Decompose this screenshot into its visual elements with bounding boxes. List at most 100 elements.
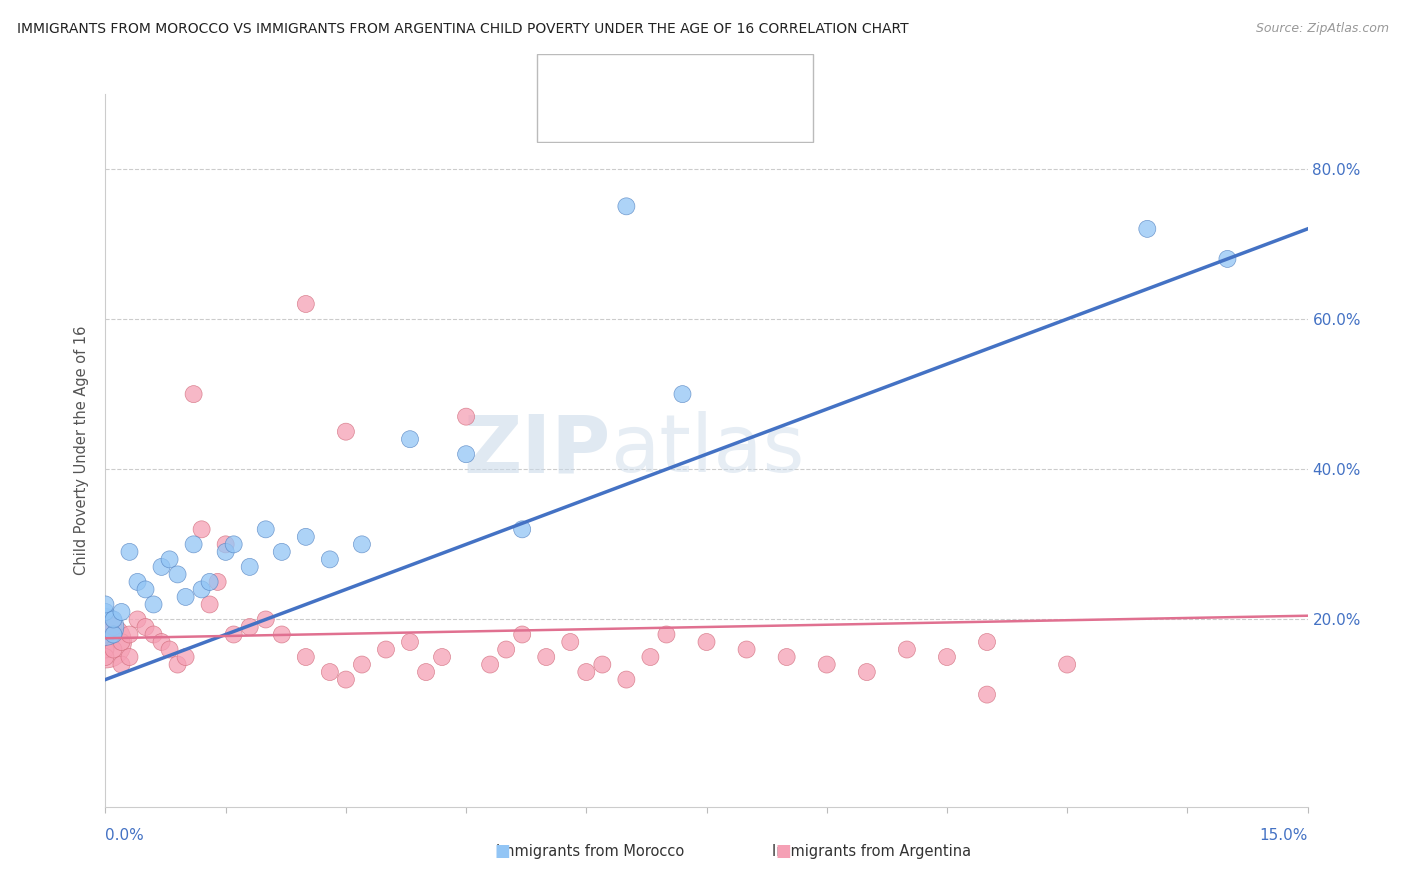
Point — [295, 530, 318, 544]
Point — [183, 387, 205, 401]
Point — [430, 650, 453, 665]
Point — [270, 627, 292, 641]
Point — [640, 650, 662, 665]
Point — [295, 297, 318, 311]
Point — [214, 545, 236, 559]
Point — [254, 612, 277, 626]
Point — [936, 650, 959, 665]
Text: ZIP: ZIP — [463, 411, 610, 490]
Point — [591, 657, 613, 672]
Point — [94, 635, 117, 649]
Point — [399, 635, 422, 649]
Point — [350, 657, 373, 672]
Point — [118, 545, 141, 559]
Point — [495, 642, 517, 657]
Point — [150, 560, 173, 574]
FancyBboxPatch shape — [537, 54, 813, 142]
Point — [94, 598, 117, 612]
Point — [94, 620, 117, 634]
Point — [239, 620, 262, 634]
Point — [335, 673, 357, 687]
Point — [655, 627, 678, 641]
Point — [454, 409, 477, 424]
Point — [510, 522, 533, 536]
Point — [198, 598, 221, 612]
Point — [127, 612, 149, 626]
Text: R = 0.639   N = 32: R = 0.639 N = 32 — [596, 71, 734, 86]
Point — [560, 635, 582, 649]
Text: ■: ■ — [494, 842, 510, 860]
Point — [150, 635, 173, 649]
Point — [222, 537, 245, 551]
Point — [110, 605, 132, 619]
Point — [103, 627, 125, 641]
Point — [94, 627, 117, 641]
Point — [142, 627, 165, 641]
Point — [103, 642, 125, 657]
Point — [118, 650, 141, 665]
Point — [575, 665, 598, 679]
Point — [319, 552, 342, 566]
Point — [976, 688, 998, 702]
Text: ■: ■ — [775, 842, 792, 860]
Point — [350, 537, 373, 551]
Y-axis label: Child Poverty Under the Age of 16: Child Poverty Under the Age of 16 — [75, 326, 90, 575]
Point — [454, 447, 477, 461]
Point — [374, 642, 398, 657]
Point — [696, 635, 718, 649]
Point — [142, 598, 165, 612]
Text: atlas: atlas — [610, 411, 804, 490]
Point — [399, 432, 422, 446]
Point — [222, 627, 245, 641]
Point — [166, 567, 188, 582]
Point — [110, 635, 132, 649]
Point — [534, 650, 557, 665]
Point — [159, 642, 181, 657]
FancyBboxPatch shape — [548, 65, 582, 92]
Point — [254, 522, 277, 536]
Point — [270, 545, 292, 559]
Point — [190, 582, 212, 597]
Point — [190, 522, 212, 536]
Point — [479, 657, 502, 672]
Point — [1216, 252, 1239, 266]
Point — [174, 590, 197, 604]
Point — [183, 537, 205, 551]
Point — [94, 605, 117, 619]
Point — [855, 665, 877, 679]
FancyBboxPatch shape — [548, 105, 582, 132]
Point — [1056, 657, 1078, 672]
Point — [127, 574, 149, 589]
Point — [815, 657, 838, 672]
Point — [1136, 222, 1159, 236]
Text: 0.0%: 0.0% — [105, 829, 145, 843]
Text: 15.0%: 15.0% — [1260, 829, 1308, 843]
Point — [159, 552, 181, 566]
Point — [198, 574, 221, 589]
Text: Immigrants from Morocco: Immigrants from Morocco — [496, 845, 685, 859]
Point — [776, 650, 799, 665]
Point — [239, 560, 262, 574]
Point — [103, 612, 125, 626]
Point — [896, 642, 918, 657]
Point — [616, 199, 638, 213]
Point — [214, 537, 236, 551]
Point — [103, 620, 125, 634]
Point — [671, 387, 693, 401]
Point — [207, 574, 229, 589]
Text: Immigrants from Argentina: Immigrants from Argentina — [772, 845, 972, 859]
Point — [335, 425, 357, 439]
Point — [110, 657, 132, 672]
Point — [94, 642, 117, 657]
Point — [94, 650, 117, 665]
Point — [616, 673, 638, 687]
Text: R = 0.047   N = 57: R = 0.047 N = 57 — [596, 112, 734, 126]
Point — [174, 650, 197, 665]
Point — [118, 627, 141, 641]
Text: IMMIGRANTS FROM MOROCCO VS IMMIGRANTS FROM ARGENTINA CHILD POVERTY UNDER THE AGE: IMMIGRANTS FROM MOROCCO VS IMMIGRANTS FR… — [17, 22, 908, 37]
Text: Source: ZipAtlas.com: Source: ZipAtlas.com — [1256, 22, 1389, 36]
Point — [510, 627, 533, 641]
Point — [735, 642, 758, 657]
Point — [319, 665, 342, 679]
Point — [135, 620, 157, 634]
